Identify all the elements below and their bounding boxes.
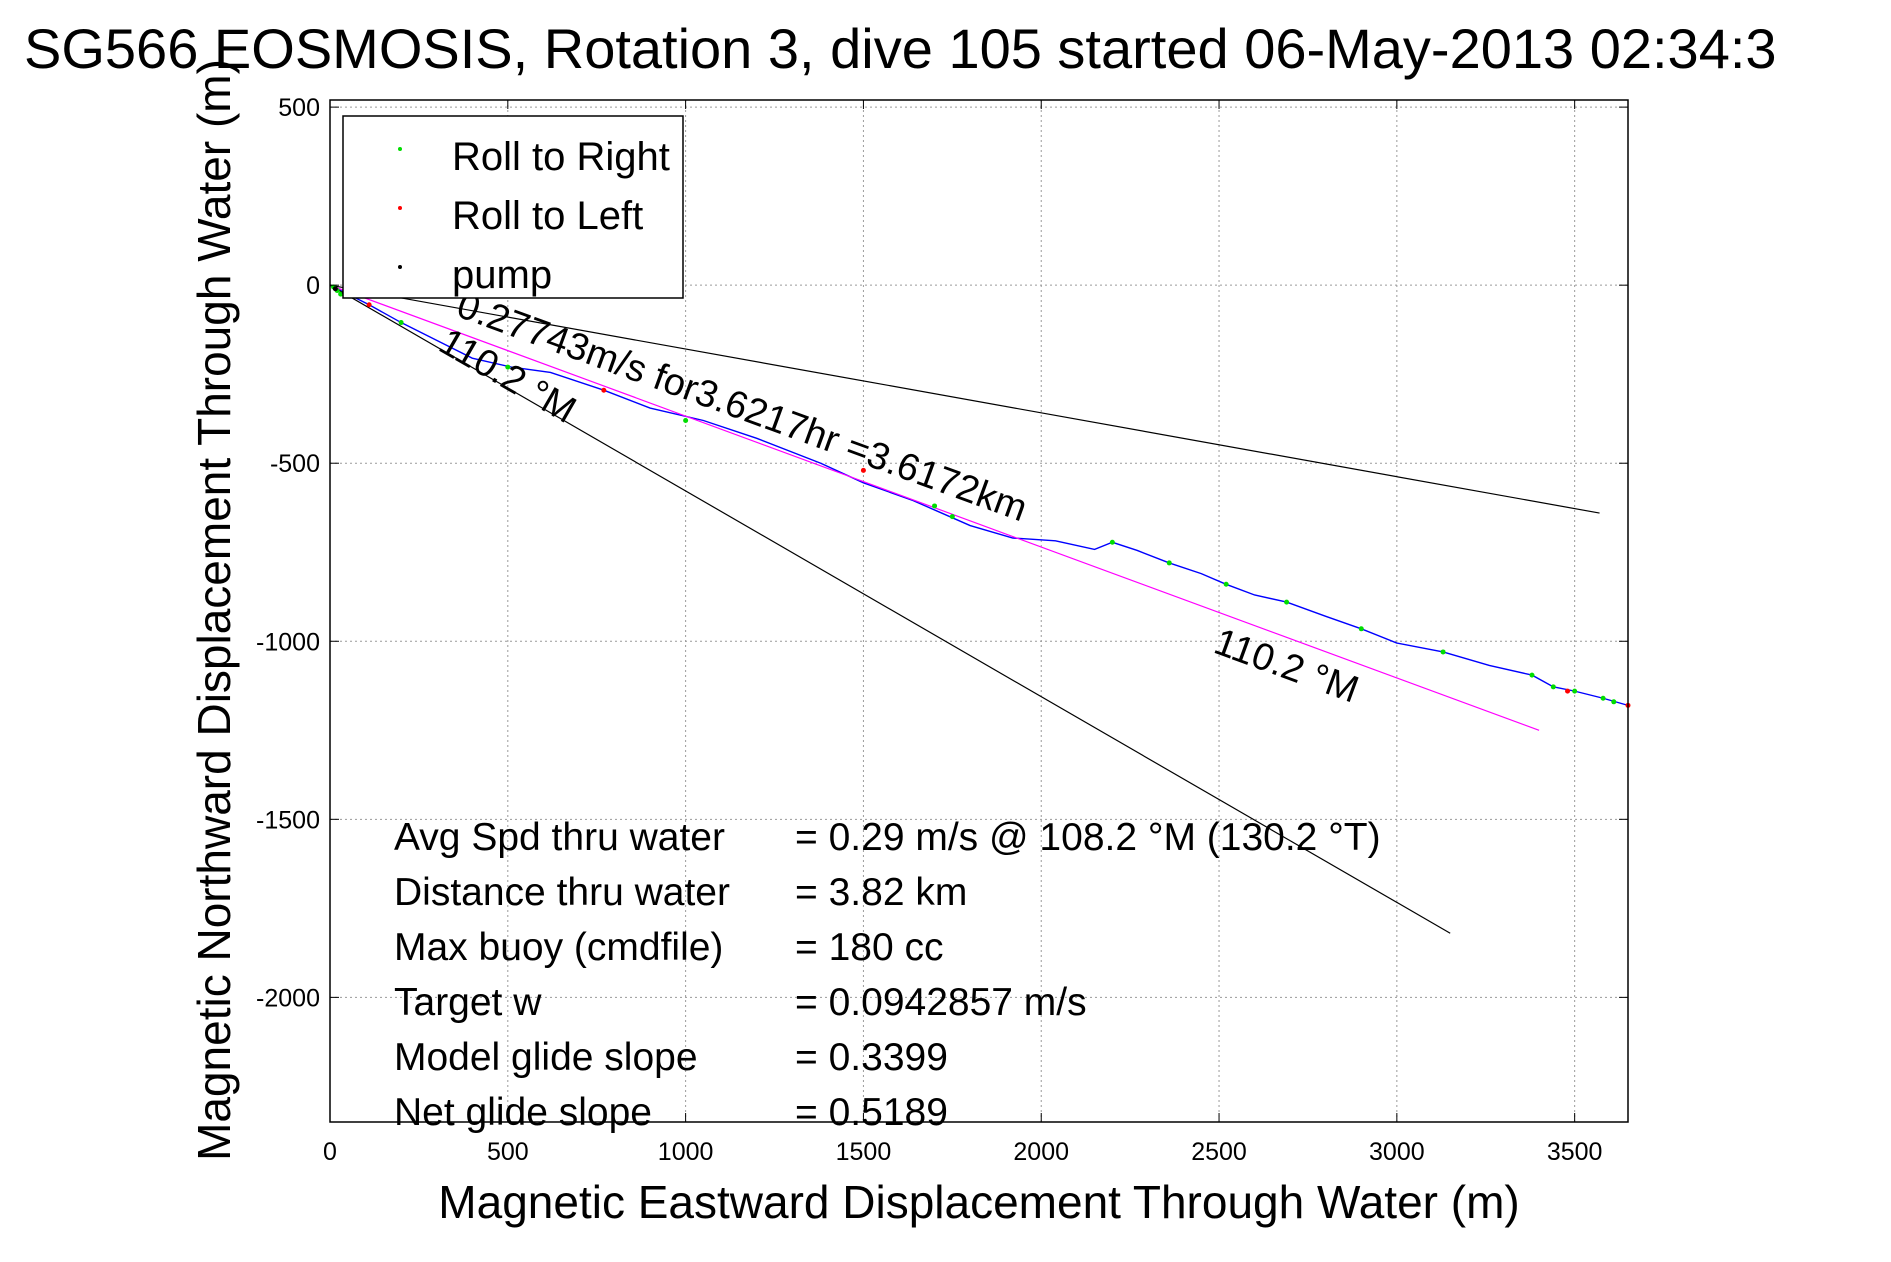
annotation-label: 110.2 °M: [1209, 621, 1364, 712]
stat-value-max-buoy: = 180 cc: [795, 926, 944, 969]
marker-roll-right: [505, 364, 511, 370]
stat-value-net-glide: = 0.5189: [795, 1091, 948, 1134]
ticks-group: 0 500 1000 1500 2000 2500 3000 3500 500 0 -500 -100…: [256, 94, 1628, 1166]
marker-roll-right: [1529, 672, 1535, 678]
legend-marker-pump: [398, 265, 402, 269]
x-tick-label: 3500: [1547, 1138, 1603, 1166]
x-axis-label: Magnetic Eastward Displacement Through W…: [438, 1176, 1519, 1228]
chart-title: SG566 EOSMOSIS, Rotation 3, dive 105 sta…: [24, 17, 1777, 80]
y-tick-label: -1500: [256, 806, 320, 834]
marker-roll-left: [860, 467, 866, 473]
stat-label-model-glide: Model glide slope: [394, 1036, 698, 1079]
marker-roll-right: [683, 417, 689, 423]
marker-pump: [332, 286, 338, 292]
y-tick-label: -1000: [256, 628, 320, 656]
stat-label-max-buoy: Max buoy (cmdfile): [394, 926, 723, 969]
series-line-reference-line: [329, 284, 1451, 934]
marker-roll-right: [949, 514, 955, 520]
legend: Roll to Right Roll to Left pump: [342, 115, 684, 299]
marker-roll-right: [1166, 560, 1172, 566]
stat-value-distance: = 3.82 km: [795, 871, 967, 914]
marker-roll-right: [1109, 539, 1115, 545]
marker-roll-right: [932, 503, 938, 509]
stat-value-target-w: = 0.0942857 m/s: [795, 981, 1087, 1024]
y-tick-label: -2000: [256, 984, 320, 1012]
marker-roll-right: [1572, 688, 1578, 694]
marker-roll-right: [398, 320, 404, 326]
marker-roll-right: [1440, 649, 1446, 655]
legend-label-roll-left: Roll to Left: [452, 194, 643, 238]
markers-group: [331, 284, 1631, 708]
x-tick-label: 3000: [1369, 1138, 1425, 1166]
legend-label-roll-right: Roll to Right: [452, 135, 670, 179]
marker-roll-left: [1565, 688, 1571, 694]
series-line-reference-line: [329, 284, 1600, 514]
marker-roll-right: [1358, 626, 1364, 632]
marker-roll-right: [1284, 599, 1290, 605]
stat-value-model-glide: = 0.3399: [795, 1036, 948, 1079]
stat-label-net-glide: Net glide slope: [394, 1091, 652, 1134]
stat-label-avg-speed: Avg Spd thru water: [394, 816, 725, 859]
series-line-track: [329, 284, 1629, 707]
marker-roll-right: [1223, 581, 1229, 587]
legend-marker-roll-right: [398, 147, 402, 151]
x-tick-label: 1000: [658, 1138, 714, 1166]
stat-label-distance: Distance thru water: [394, 871, 730, 914]
x-tick-label: 1500: [836, 1138, 892, 1166]
marker-roll-left: [366, 302, 372, 308]
legend-marker-roll-left: [398, 206, 402, 210]
y-axis-label: Magnetic Northward Displacement Through …: [188, 59, 240, 1161]
marker-roll-left: [601, 387, 607, 393]
x-tick-label: 0: [323, 1138, 337, 1166]
x-tick-label: 2500: [1191, 1138, 1247, 1166]
marker-roll-right: [1600, 695, 1606, 701]
stat-label-target-w: Target w: [394, 981, 542, 1024]
stats-block: Avg Spd thru water = 0.29 m/s @ 108.2 °M…: [394, 816, 1381, 1134]
x-tick-label: 2000: [1013, 1138, 1069, 1166]
marker-roll-right: [1611, 699, 1617, 705]
x-tick-label: 500: [487, 1138, 529, 1166]
y-tick-label: 500: [278, 94, 320, 122]
legend-label-pump: pump: [452, 253, 552, 297]
marker-roll-right: [1550, 684, 1556, 690]
y-tick-label: -500: [270, 450, 320, 478]
plot-frame: [329, 99, 1629, 1123]
stat-value-avg-speed: = 0.29 m/s @ 108.2 °M (130.2 °T): [795, 816, 1381, 859]
y-tick-label: 0: [306, 272, 320, 300]
